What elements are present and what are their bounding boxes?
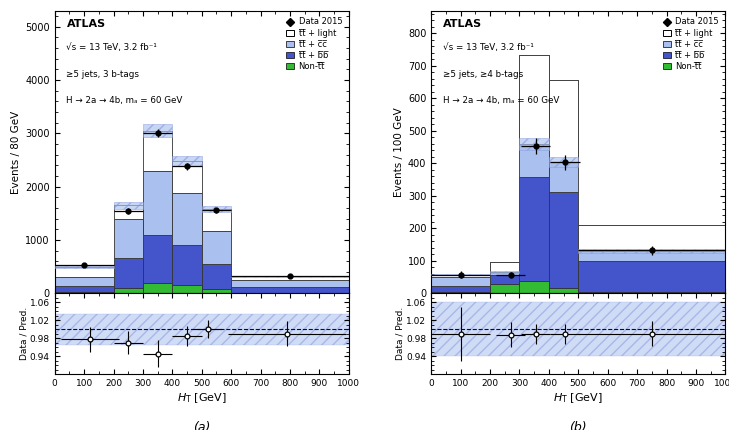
Bar <box>143 131 172 171</box>
Text: ATLAS: ATLAS <box>443 19 482 29</box>
Text: √s = 13 TeV, 3.2 fb⁻¹: √s = 13 TeV, 3.2 fb⁻¹ <box>66 43 157 52</box>
Bar <box>431 292 490 293</box>
Bar <box>549 80 578 192</box>
Bar <box>114 206 143 219</box>
Text: (a): (a) <box>193 421 211 430</box>
Bar <box>490 271 520 273</box>
Text: H → 2a → 4b, mₐ = 60 GeV: H → 2a → 4b, mₐ = 60 GeV <box>66 96 183 105</box>
X-axis label: $H_{\rm T}$ [GeV]: $H_{\rm T}$ [GeV] <box>177 391 227 405</box>
Bar <box>578 249 725 253</box>
Bar <box>520 177 549 281</box>
Legend: Data 2015, t̅t̅ + light, t̅t̅ + c̅c̅, t̅t̅ + b̅b̅, Non-t̅t̅: Data 2015, t̅t̅ + light, t̅t̅ + c̅c̅, t̅… <box>284 15 345 73</box>
Text: ATLAS: ATLAS <box>66 19 106 29</box>
Bar <box>578 292 725 293</box>
Legend: Data 2015, t̅t̅ + light, t̅t̅ + c̅c̅, t̅t̅ + b̅b̅, Non-t̅t̅: Data 2015, t̅t̅ + light, t̅t̅ + c̅c̅, t̅… <box>660 15 721 73</box>
Bar <box>578 225 725 251</box>
Bar <box>202 209 231 231</box>
Y-axis label: Data / Pred.: Data / Pred. <box>396 307 405 360</box>
Bar <box>202 206 231 212</box>
Bar <box>172 156 202 166</box>
Bar <box>143 283 172 293</box>
Text: √s = 13 TeV, 3.2 fb⁻¹: √s = 13 TeV, 3.2 fb⁻¹ <box>443 43 534 52</box>
Text: ≥5 jets, 3 b-tags: ≥5 jets, 3 b-tags <box>66 70 139 79</box>
Y-axis label: Events / 80 GeV: Events / 80 GeV <box>11 111 21 194</box>
Bar <box>231 276 349 280</box>
Bar <box>114 202 143 209</box>
Bar <box>520 55 549 144</box>
Bar <box>490 284 520 293</box>
Bar <box>202 289 231 293</box>
Bar <box>231 280 349 287</box>
Bar <box>549 192 578 288</box>
Bar <box>114 219 143 258</box>
Text: (b): (b) <box>569 421 587 430</box>
Bar <box>202 231 231 264</box>
Bar <box>520 281 549 293</box>
Bar <box>143 235 172 283</box>
Bar <box>431 274 490 277</box>
Bar <box>431 277 490 286</box>
Text: H → 2a → 4b, mₐ = 60 GeV: H → 2a → 4b, mₐ = 60 GeV <box>443 96 559 105</box>
Bar <box>490 262 520 272</box>
Bar <box>431 274 490 275</box>
Bar <box>520 138 549 150</box>
Bar <box>549 157 578 167</box>
Bar <box>55 267 114 277</box>
Bar <box>490 262 520 274</box>
Bar <box>114 288 143 293</box>
Bar <box>490 274 520 284</box>
Bar <box>172 246 202 285</box>
Bar <box>520 55 549 177</box>
Bar <box>172 193 202 246</box>
Bar <box>172 285 202 293</box>
X-axis label: $H_{\rm T}$ [GeV]: $H_{\rm T}$ [GeV] <box>553 391 603 405</box>
Bar <box>55 292 114 293</box>
Bar <box>549 80 578 162</box>
Bar <box>55 286 114 292</box>
Bar <box>549 288 578 293</box>
Bar <box>202 264 231 289</box>
Y-axis label: Data / Pred.: Data / Pred. <box>19 307 28 360</box>
Bar <box>55 266 114 268</box>
Bar <box>114 258 143 288</box>
Text: ≥5 jets, ≥4 b-tags: ≥5 jets, ≥4 b-tags <box>443 70 523 79</box>
Bar <box>578 225 725 261</box>
Bar <box>431 286 490 292</box>
Bar <box>143 124 172 137</box>
Bar <box>231 292 349 293</box>
Bar <box>172 161 202 193</box>
Bar <box>578 261 725 292</box>
Bar <box>231 287 349 292</box>
Bar <box>143 171 172 235</box>
Bar <box>231 276 349 277</box>
Y-axis label: Events / 100 GeV: Events / 100 GeV <box>394 107 404 197</box>
Bar <box>55 277 114 286</box>
